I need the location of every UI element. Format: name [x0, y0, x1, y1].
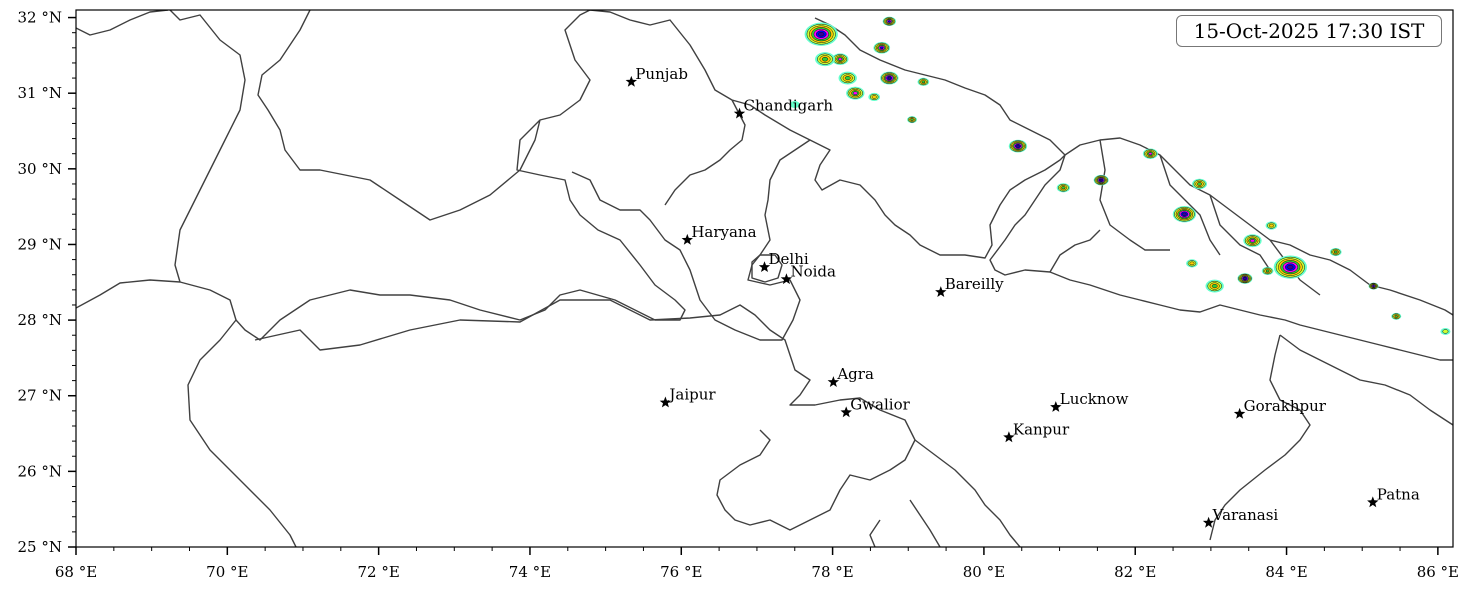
rain-cell: [1394, 315, 1398, 318]
boundaries: [76, 10, 1453, 547]
rajasthan-boundary: [254, 299, 916, 531]
rain-cell: [1148, 152, 1153, 156]
y-tick-label: 32 °N: [18, 9, 62, 27]
y-tick-label: 26 °N: [18, 462, 62, 480]
city-star-marker: [625, 75, 637, 87]
rain-cell: [837, 57, 843, 61]
rain-cell: [1243, 277, 1247, 280]
rain-cell: [821, 56, 829, 62]
rain-cell: [1016, 144, 1020, 148]
x-tick-label: 74 °E: [509, 563, 551, 581]
rain-cell: [1189, 261, 1195, 266]
up-bihar-boundary: [1209, 334, 1453, 541]
rain-cell: [1265, 269, 1270, 273]
city-star-marker: [1003, 431, 1015, 443]
pakistan-afghanistan-border: [169, 10, 246, 283]
city-label: Jaipur: [667, 386, 716, 404]
city-label: Agra: [836, 365, 874, 383]
nepal-boundary: [989, 137, 1453, 361]
city-star-marker: [1233, 407, 1246, 419]
city-label: Punjab: [635, 65, 688, 83]
city-label: Delhi: [769, 250, 809, 268]
city-star-marker: [659, 396, 672, 408]
rain-cell: [1287, 264, 1294, 270]
rain-cell: [910, 118, 914, 121]
up-mp-boundary: [869, 439, 1021, 547]
city-label: Gwalior: [850, 395, 910, 413]
rain-cell: [789, 101, 800, 109]
rain-cell: [1372, 285, 1375, 287]
radar-reflectivity-layer: [789, 16, 1451, 335]
city-label: Chandigarh: [744, 97, 834, 115]
axes: 68 °E 70 °E 72 °E 74 °E 76 °E 78 °E 80 °E 82 °E…: [18, 9, 1460, 581]
city-star-marker: [840, 406, 852, 418]
x-tick-label: 86 °E: [1417, 563, 1459, 581]
uttarakhand-boundary: [809, 17, 1066, 259]
rain-cell: [818, 32, 825, 37]
rain-cell: [844, 75, 851, 81]
city-label: Lucknow: [1060, 390, 1129, 408]
rain-cell: [1099, 179, 1103, 182]
y-tick-label: 27 °N: [18, 387, 62, 405]
haryana-punjab-boundary: [571, 10, 811, 341]
city-star-marker: [780, 273, 793, 285]
city-star-marker: [681, 233, 693, 245]
city-label: Haryana: [691, 223, 756, 241]
rain-cell: [887, 20, 891, 23]
rain-cell: [871, 95, 877, 99]
x-tick-label: 82 °E: [1114, 563, 1156, 581]
city-star-marker: [733, 107, 746, 119]
city-star-marker: [1050, 401, 1062, 412]
city-label: Bareilly: [945, 275, 1004, 293]
plot-frame: [75, 9, 1454, 548]
rain-cell: [1211, 283, 1218, 289]
x-tick-label: 72 °E: [357, 563, 399, 581]
city-star-marker: [827, 376, 840, 387]
rain-cell: [921, 80, 926, 84]
timestamp-label: 15-Oct-2025 17:30 IST: [1176, 15, 1442, 47]
rain-cell: [1250, 238, 1255, 243]
city-star-marker: [1367, 496, 1379, 508]
city-label: Noida: [790, 262, 836, 280]
rain-cell: [879, 46, 884, 50]
y-tick-label: 25 °N: [18, 538, 62, 556]
delhi-boundary: [751, 254, 783, 283]
x-tick-label: 78 °E: [811, 563, 853, 581]
city-star-marker: [1202, 516, 1215, 528]
city-star-marker: [935, 286, 947, 297]
y-tick-label: 29 °N: [18, 235, 62, 253]
rain-cell: [852, 91, 858, 95]
city-label: Patna: [1377, 485, 1420, 503]
rain-cell: [1442, 329, 1449, 334]
city-label: Gorakhpur: [1244, 397, 1327, 415]
nepal-provinces: [1049, 139, 1321, 296]
rain-cell: [1268, 223, 1274, 228]
rain-cell: [1197, 182, 1202, 186]
rain-cell: [1333, 250, 1338, 254]
india-pakistan-border: [235, 10, 686, 341]
rain-cell: [1182, 212, 1187, 216]
x-tick-label: 68 °E: [55, 563, 97, 581]
y-tick-label: 31 °N: [18, 84, 62, 102]
x-tick-label: 80 °E: [963, 563, 1005, 581]
pakistan-iran-border: [76, 10, 297, 547]
x-tick-label: 70 °E: [206, 563, 248, 581]
y-tick-label: 28 °N: [18, 311, 62, 329]
x-tick-label: 84 °E: [1265, 563, 1307, 581]
x-tick-label: 76 °E: [660, 563, 702, 581]
city-label: Varanasi: [1212, 506, 1279, 524]
city-label: Kanpur: [1013, 420, 1070, 438]
rain-cell: [887, 76, 892, 80]
rain-cell: [1061, 186, 1066, 190]
city-star-marker: [758, 261, 771, 272]
y-tick-label: 30 °N: [18, 160, 62, 178]
